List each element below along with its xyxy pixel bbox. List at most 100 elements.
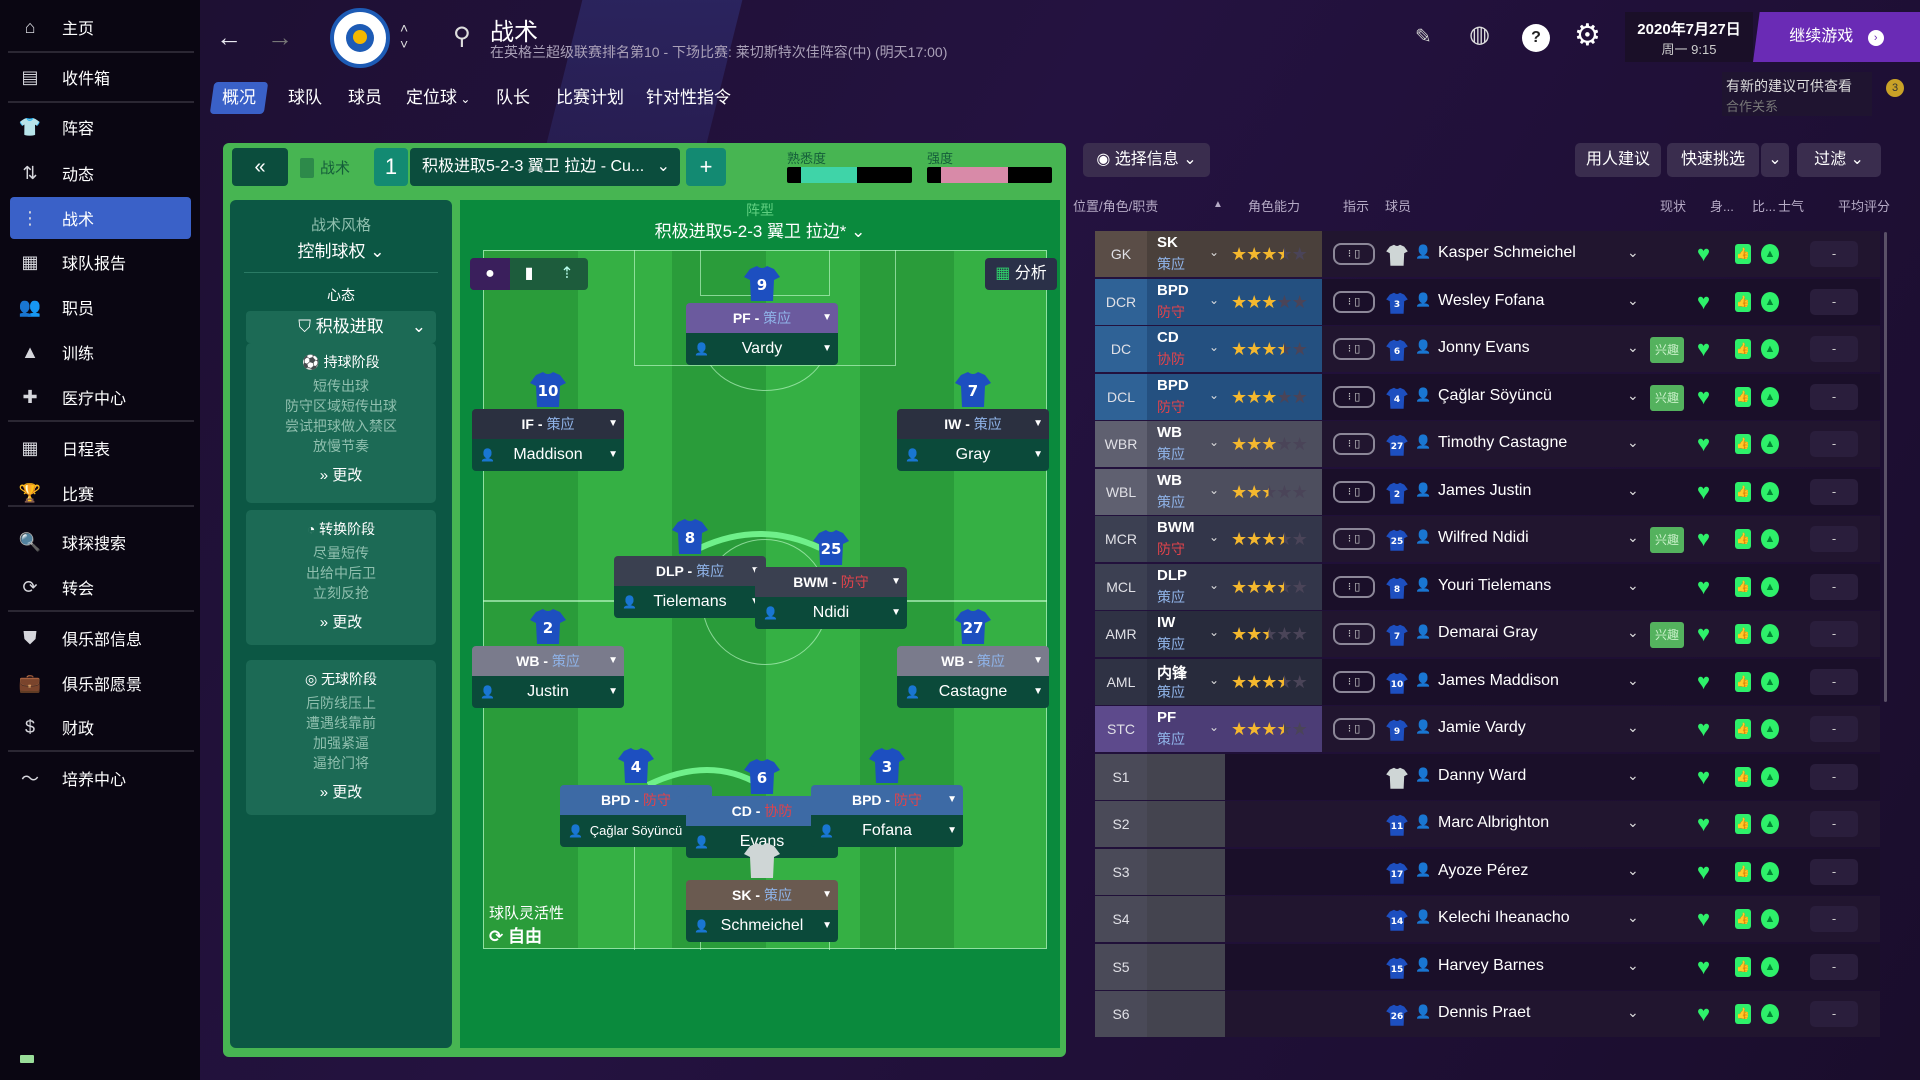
chevron-down-icon[interactable]: ⌄ [1627, 861, 1639, 878]
chevron-down-icon[interactable]: ⌄ [1627, 624, 1639, 640]
player-name[interactable]: Kasper Schmeichel [1438, 244, 1576, 261]
role-selector[interactable]: WB - 策应 ▼ [897, 646, 1049, 676]
column-header-6[interactable]: 比... [1752, 199, 1776, 214]
player-row[interactable]: S3 17 👤 Ayoze Pérez ⌄ ♥ 👍 ▲ - [1095, 848, 1880, 895]
role-cell[interactable]: WB 策应 ⌄ [1147, 421, 1225, 467]
continue-button[interactable]: 继续游戏 › [1753, 12, 1920, 62]
sort-ascending-icon[interactable]: ▲ [1213, 199, 1223, 210]
chevron-down-icon[interactable]: ⌄ [1627, 576, 1639, 593]
player-card[interactable]: DLP - 策应▼👤Tielemans▼ [614, 556, 766, 618]
chevron-down-icon[interactable]: ⌄ [1627, 291, 1639, 308]
player-card[interactable]: WB - 策应 ▼ 👤 Justin ▼ [472, 646, 624, 708]
player-instructions-icon[interactable]: ⁝ ▯ [1333, 480, 1375, 503]
chevron-down-icon[interactable]: ⌄ [1627, 719, 1639, 735]
player-selector[interactable]: 👤 Fofana ▼ [811, 815, 963, 847]
sidebar-item-1[interactable]: ▤ 收件箱 [10, 56, 191, 98]
column-header-4[interactable]: 现状 [1660, 199, 1687, 214]
chevron-down-icon[interactable]: ⌄ [1627, 434, 1639, 450]
collapse-panel-button[interactable]: « [232, 148, 288, 186]
notification-box[interactable]: 有新的建议可供查看 合作关系 [1722, 72, 1872, 116]
phase-change-button[interactable]: » 更改 [246, 781, 436, 802]
player-row[interactable]: S2 11 👤 Marc Albrighton ⌄ ♥ 👍 ▲ - [1095, 801, 1880, 847]
sidebar-item-2[interactable]: 👕 阵容 [10, 106, 191, 148]
player-row[interactable]: S1 👤 Danny Ward ⌄ ♥ 👍 ▲ - [1095, 753, 1880, 800]
player-shirt-icon[interactable]: 8 [670, 516, 710, 556]
player-row[interactable]: WBL WB 策应 ⌄ ★★★★★ ⁝ ▯ 2 👤 James Justin ⌄ ♥ 👍 ▲ - [1095, 468, 1880, 515]
formation-dropdown[interactable]: 积极进取5-2-3 翼卫 拉边* ⌄ [460, 217, 1060, 242]
role-selector[interactable]: WB - 策应 ▼ [472, 646, 624, 676]
player-row[interactable]: S6 26 👤 Dennis Praet ⌄ ♥ 👍 ▲ - [1095, 991, 1880, 1037]
role-cell[interactable]: BWM 防守 ⌄ [1147, 516, 1225, 562]
player-name[interactable]: Dennis Praet [1438, 1004, 1531, 1021]
chevron-down-icon[interactable]: ⌄ [1627, 244, 1639, 260]
help-icon[interactable]: ? [1522, 24, 1550, 52]
role-cell[interactable]: CD 协防 ⌄ [1147, 326, 1225, 372]
phase-change-button[interactable]: » 更改 [246, 611, 436, 632]
tab-2[interactable]: 球员 [338, 82, 392, 114]
chevron-down-icon[interactable]: ⌄ [1627, 339, 1639, 355]
player-instructions-icon[interactable]: ⁝ ▯ [1333, 385, 1375, 408]
player-shirt-icon[interactable]: 3 [867, 745, 907, 785]
player-name[interactable]: Timothy Castagne [1438, 434, 1568, 451]
sidebar-item-8[interactable]: ✚ 医疗中心 [10, 376, 191, 418]
player-shirt-icon[interactable]: 10 [528, 369, 568, 409]
tab-5[interactable]: 比赛计划 [546, 82, 634, 114]
player-selector[interactable]: 👤 Gray ▼ [897, 439, 1049, 471]
player-name[interactable]: Wesley Fofana [1438, 291, 1545, 309]
sidebar-item-11[interactable]: 🔍 球探搜索 [10, 521, 191, 563]
player-name[interactable]: Çağlar Söyüncü [1438, 386, 1552, 404]
player-shirt-icon[interactable]: 2 [528, 606, 568, 646]
player-name[interactable]: Youri Tielemans [1438, 576, 1552, 594]
player-name[interactable]: Jamie Vardy [1438, 719, 1526, 736]
player-selector[interactable]: 👤 Maddison ▼ [472, 439, 624, 471]
tactic-name-dropdown[interactable]: 积极进取5-2-3 翼卫 拉边 - Cu... ⌄ [410, 148, 680, 186]
chevron-down-icon[interactable]: ⌄ [1627, 386, 1639, 403]
column-header-1[interactable]: 角色能力 [1248, 199, 1301, 214]
back-arrow-icon[interactable]: ← [216, 22, 242, 52]
column-header-3[interactable]: 球员 [1385, 199, 1412, 214]
player-name[interactable]: James Justin [1438, 481, 1532, 499]
role-cell[interactable]: BPD 防守 ⌄ [1147, 278, 1225, 325]
player-name[interactable]: Jonny Evans [1438, 339, 1530, 356]
style-dropdown[interactable]: 控制球权 ⌄ [230, 237, 452, 262]
chevron-down-icon[interactable]: ⌄ [1627, 909, 1639, 925]
player-instructions-icon[interactable]: ⁝ ▯ [1333, 670, 1375, 693]
sidebar-item-7[interactable]: ▲ 训练 [10, 331, 191, 373]
chevron-down-icon[interactable]: ⌄ [1627, 766, 1639, 783]
player-selector[interactable]: 👤 Justin ▼ [472, 676, 624, 708]
player-row[interactable]: GK SK 策应 ⌄ ★★★★★ ⁝ ▯ 👤 Kasper Schmeichel ⌄ ♥ 👍 ▲ - [1095, 231, 1880, 277]
sidebar-item-0[interactable]: ⌂ 主页 [10, 6, 191, 48]
player-row[interactable]: AML 内锋 策应 ⌄ ★★★★★ ⁝ ▯ 10 👤 James Maddison ⌄ ♥ 👍 ▲ - [1095, 658, 1880, 705]
sidebar-item-15[interactable]: $ 财政 [10, 706, 191, 748]
tab-3[interactable]: 定位球 ⌄ [396, 82, 480, 114]
player-row[interactable]: DC CD 协防 ⌄ ★★★★★ ⁝ ▯ 6 👤 Jonny Evans ⌄ 兴趣 ♥ 👍 ▲ - [1095, 326, 1880, 372]
player-row[interactable]: STC PF 策应 ⌄ ★★★★★ ⁝ ▯ 9 👤 Jamie Vardy ⌄ ♥ 👍 ▲ - [1095, 706, 1880, 752]
club-crest-logo[interactable] [330, 8, 390, 68]
chevron-down-icon[interactable]: ⌄ [1627, 1004, 1639, 1020]
club-switch-arrows-icon[interactable]: ˄ ˅ [400, 20, 409, 52]
mentality-dropdown[interactable]: ⛉ 积极进取 ⌄ [246, 311, 436, 343]
player-card[interactable]: WB - 策应 ▼ 👤 Castagne ▼ [897, 646, 1049, 708]
role-selector[interactable]: IF - 策应 ▼ [472, 409, 624, 439]
bar-chart-icon[interactable]: ▮ [524, 265, 534, 282]
role-selector[interactable]: PF - 策应 ▼ [686, 303, 838, 333]
search-icon[interactable]: ⚲ [453, 23, 471, 50]
chevron-down-icon[interactable]: ⌄ [1627, 956, 1639, 973]
player-selector[interactable]: 👤 Schmeichel ▼ [686, 910, 838, 942]
player-name[interactable]: Demarai Gray [1438, 624, 1538, 641]
column-header-7[interactable]: 士气 [1778, 199, 1805, 214]
player-name[interactable]: Harvey Barnes [1438, 956, 1544, 974]
player-instructions-icon[interactable]: ⁝ ▯ [1333, 623, 1375, 645]
player-row[interactable]: DCL BPD 防守 ⌄ ★★★★★ ⁝ ▯ 4 👤 Çağlar Söyüncü ⌄ 兴趣 ♥ 👍 ▲ - [1095, 373, 1880, 420]
globe-icon[interactable]: ◍ [1469, 21, 1490, 48]
player-shirt-icon[interactable]: 7 [953, 369, 993, 409]
role-cell[interactable]: SK 策应 ⌄ [1147, 231, 1225, 277]
notification-count-badge[interactable]: 3 [1886, 79, 1904, 97]
chevron-down-icon[interactable]: ⌄ [1627, 671, 1639, 688]
role-cell[interactable]: 内锋 策应 ⌄ [1147, 658, 1225, 705]
player-instructions-icon[interactable]: ⁝ ▯ [1333, 290, 1375, 313]
chevron-down-icon[interactable]: ⌄ [1627, 814, 1639, 830]
player-selector[interactable]: 👤 Vardy ▼ [686, 333, 838, 365]
player-shirt-icon[interactable] [742, 840, 782, 880]
player-card[interactable]: PF - 策应 ▼ 👤 Vardy ▼ [686, 303, 838, 365]
